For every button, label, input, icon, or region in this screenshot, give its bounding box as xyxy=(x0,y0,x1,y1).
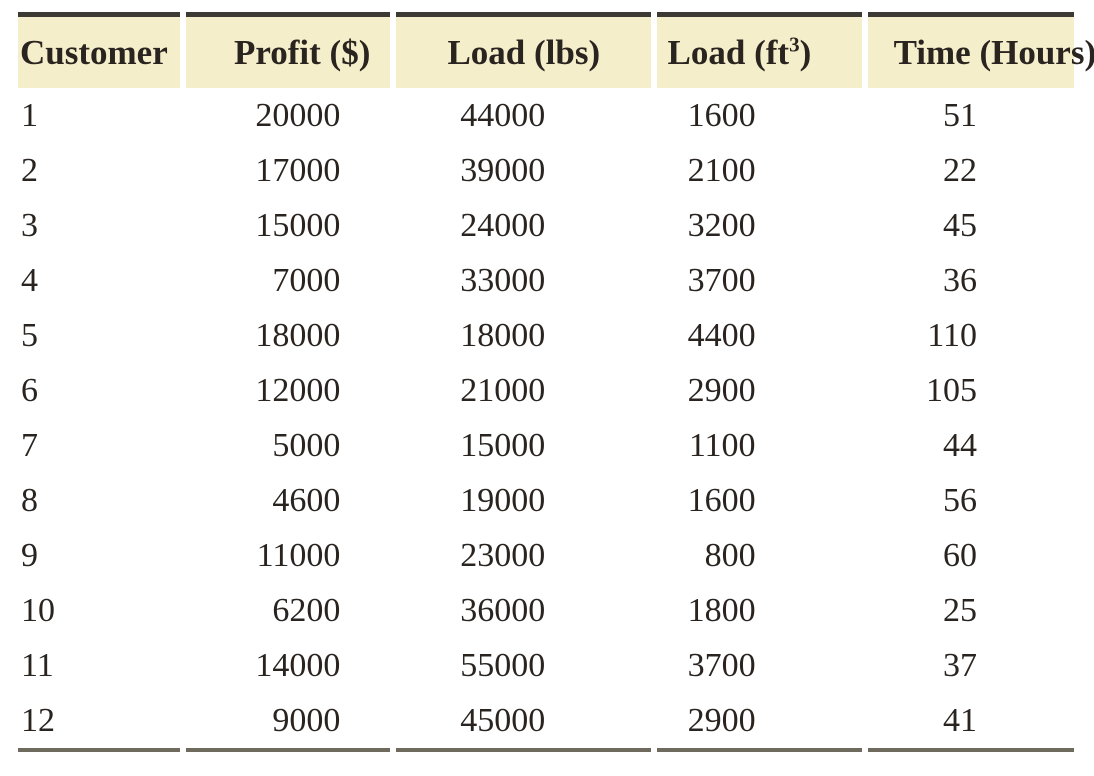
cell-customer: 1 xyxy=(21,96,38,134)
cell-load_ft3: 1100 xyxy=(688,426,756,464)
cell-load_ft3: 2900 xyxy=(687,371,756,409)
table-row: 8 4600 19000 1600 56 xyxy=(18,473,1074,528)
cell-customer: 6 xyxy=(21,371,38,409)
cell-load_lbs: 33000 xyxy=(460,261,546,299)
cell-customer: 3 xyxy=(21,206,38,244)
cell-customer: 5 xyxy=(21,316,38,354)
cell-load_ft3: 1800 xyxy=(687,591,756,629)
cell-load_ft3: 3700 xyxy=(687,261,756,299)
cell-customer: 2 xyxy=(21,151,38,189)
cell-customer: 4 xyxy=(21,261,38,299)
cell-time: 105 xyxy=(926,371,977,409)
table-row: 5 18000 18000 4400 110 xyxy=(18,308,1074,363)
cell-time: 44 xyxy=(943,426,977,464)
table-row: 6 12000 21000 2900 105 xyxy=(18,363,1074,418)
cell-time: 51 xyxy=(943,96,977,134)
cell-time: 60 xyxy=(943,536,977,574)
cell-load_ft3: 1600 xyxy=(687,96,756,134)
cell-time: 45 xyxy=(943,206,977,244)
column-header-load-lbs: Load (lbs) xyxy=(396,12,652,88)
cell-profit: 5000 xyxy=(272,426,341,464)
cell-time: 110 xyxy=(927,316,977,354)
cell-profit: 12000 xyxy=(255,371,341,409)
load-ft3-superscript: 3 xyxy=(789,31,800,56)
cell-time: 37 xyxy=(943,646,977,684)
cell-load_ft3: 800 xyxy=(704,536,756,574)
column-header-time: Time (Hours) xyxy=(867,12,1094,88)
cell-profit: 15000 xyxy=(255,206,341,244)
cell-load_ft3: 2100 xyxy=(687,151,756,189)
cell-load_lbs: 19000 xyxy=(460,481,546,519)
table-row: 11 14000 55000 3700 37 xyxy=(18,638,1074,693)
table-row: 3 15000 24000 3200 45 xyxy=(18,198,1074,253)
column-header-load-ft3: Load (ft3) xyxy=(657,12,862,88)
cell-profit: 14000 xyxy=(255,646,341,684)
cell-time: 36 xyxy=(943,261,977,299)
cell-load_lbs: 44000 xyxy=(460,96,546,134)
table-row: 4 7000 33000 3700 36 xyxy=(18,253,1074,308)
table-row: 7 5000 15000 1100 44 xyxy=(18,418,1074,473)
cell-load_ft3: 2900 xyxy=(657,693,862,752)
cell-profit: 9000 xyxy=(186,693,391,752)
table-row: 12 9000 45000 2900 41 xyxy=(18,693,1074,752)
cell-time: 25 xyxy=(943,591,977,629)
cell-customer: 12 xyxy=(18,693,181,752)
load-ft3-prefix: Load (ft xyxy=(667,32,790,72)
cell-load_lbs: 39000 xyxy=(460,151,546,189)
cell-customer: 11 xyxy=(21,646,54,684)
cell-load_lbs: 15000 xyxy=(460,426,546,464)
cell-profit: 20000 xyxy=(255,96,341,134)
table-row: 9 11000 23000 800 60 xyxy=(18,528,1074,583)
cell-load_ft3: 4400 xyxy=(687,316,756,354)
cell-customer: 9 xyxy=(21,536,38,574)
cell-load_lbs: 18000 xyxy=(460,316,546,354)
cell-customer: 7 xyxy=(21,426,38,464)
cell-load_ft3: 3200 xyxy=(687,206,756,244)
cell-profit: 4600 xyxy=(272,481,341,519)
customer-data-table: Customer Profit ($) Load (lbs) Load (ft3… xyxy=(12,12,1094,752)
cell-load_lbs: 36000 xyxy=(460,591,546,629)
table-row: 2 17000 39000 2100 22 xyxy=(18,143,1074,198)
load-ft3-suffix: ) xyxy=(799,32,812,72)
cell-profit: 18000 xyxy=(255,316,341,354)
table-body: 1 20000 44000 1600 51 2 17000 39000 2100 22 3 15000… xyxy=(18,88,1074,752)
cell-load_ft3: 3700 xyxy=(687,646,756,684)
cell-profit: 7000 xyxy=(272,261,341,299)
table-header: Customer Profit ($) Load (lbs) Load (ft3… xyxy=(18,12,1094,88)
cell-load_lbs: 45000 xyxy=(396,693,652,752)
column-header-profit: Profit ($) xyxy=(186,12,391,88)
header-row: Customer Profit ($) Load (lbs) Load (ft3… xyxy=(18,12,1094,88)
cell-load_lbs: 21000 xyxy=(460,371,546,409)
cell-profit: 6200 xyxy=(272,591,341,629)
cell-load_lbs: 23000 xyxy=(460,536,546,574)
cell-time: 41 xyxy=(867,693,1074,752)
cell-customer: 8 xyxy=(21,481,38,519)
column-header-customer: Customer xyxy=(18,12,181,88)
cell-time: 22 xyxy=(943,151,977,189)
cell-profit: 17000 xyxy=(255,151,341,189)
cell-load_lbs: 24000 xyxy=(460,206,546,244)
cell-time: 56 xyxy=(943,481,977,519)
table-row: 10 6200 36000 1800 25 xyxy=(18,583,1074,638)
cell-profit: 11000 xyxy=(256,536,341,574)
cell-load_lbs: 55000 xyxy=(460,646,546,684)
cell-customer: 10 xyxy=(21,591,55,629)
table-row: 1 20000 44000 1600 51 xyxy=(18,88,1074,143)
cell-load_ft3: 1600 xyxy=(687,481,756,519)
